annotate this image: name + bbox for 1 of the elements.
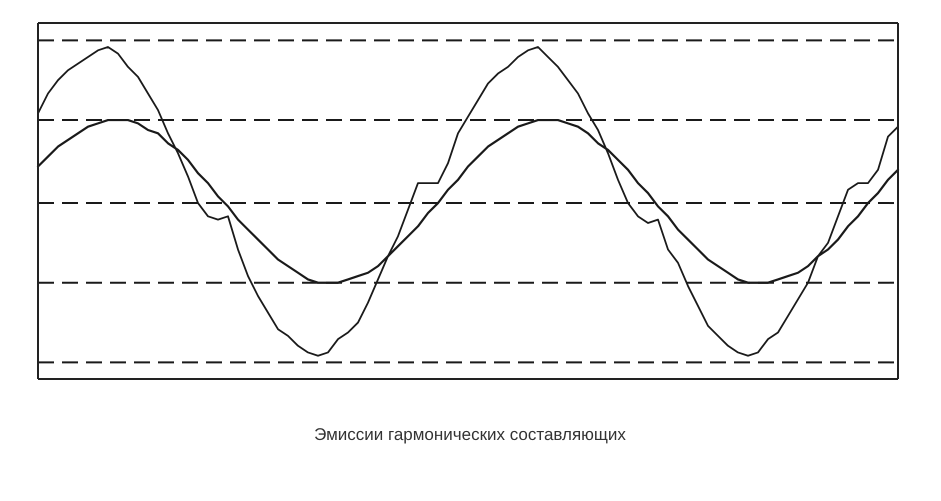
text: Эмиссии гармонических составляющих xyxy=(314,425,626,444)
